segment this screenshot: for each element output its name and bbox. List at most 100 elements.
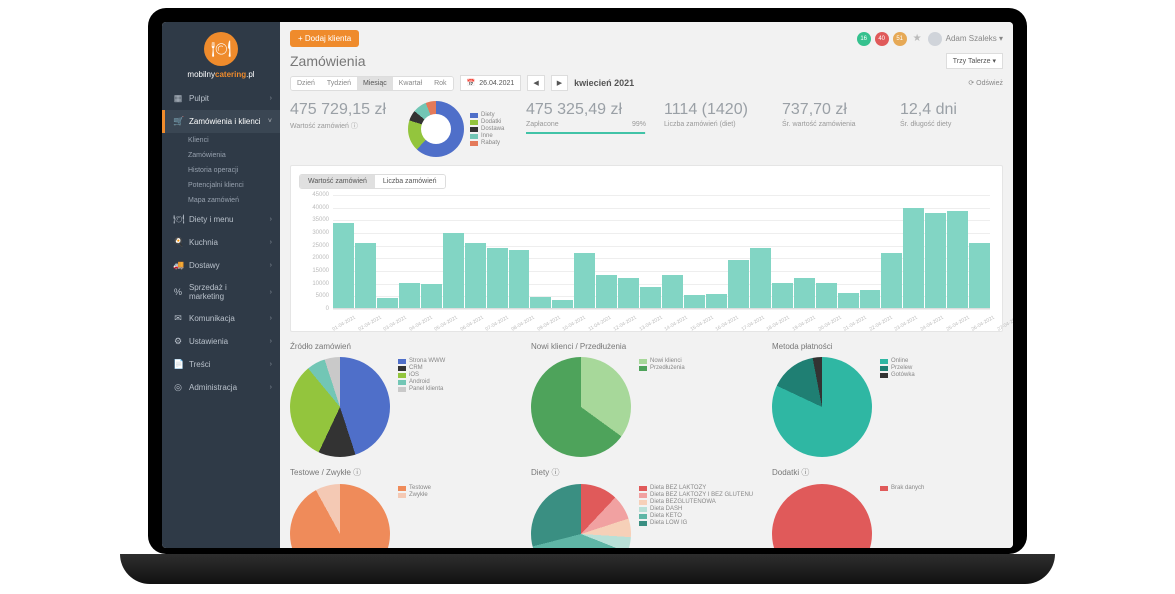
dataset-selector[interactable]: Trzy Talerze ▾ xyxy=(946,53,1003,69)
sub-item[interactable]: Klienci xyxy=(162,133,280,148)
prev-button[interactable]: ◀ xyxy=(527,75,544,91)
nav-item-tre-ci[interactable]: 📄Treści› xyxy=(162,353,280,376)
range-tab[interactable]: Dzień xyxy=(291,77,321,90)
pie-title: Metoda płatności xyxy=(772,342,1003,351)
nav-item-zam-wienia-i-klienci[interactable]: 🛒Zamówienia i klienci˅ xyxy=(162,110,280,133)
pie-legend: Nowi klienciPrzedłużenia xyxy=(639,357,685,457)
kpi-ring-legend: DietyDodatkiDostawaInneRabaty xyxy=(470,111,504,147)
kpi-value: 475 729,15 zł xyxy=(290,101,390,119)
logo-text: mobilnycatering.pl xyxy=(162,70,280,79)
range-tab[interactable]: Tydzień xyxy=(321,77,357,90)
pie-chart xyxy=(772,357,872,457)
kpi-progress xyxy=(526,132,646,134)
bar xyxy=(618,278,639,308)
chart-tab[interactable]: Wartość zamówień xyxy=(300,175,375,188)
pie-card: Dodatki ⓘBrak danych xyxy=(772,467,1003,548)
nav-list: ▦Pulpit›🛒Zamówienia i klienci˅KlienciZam… xyxy=(162,87,280,399)
nav-item-pulpit[interactable]: ▦Pulpit› xyxy=(162,87,280,110)
chart-tabs: Wartość zamówieńLiczba zamówień xyxy=(299,174,446,189)
pies-row-2: Testowe / Zwykłe ⓘTestoweZwykłeDiety ⓘDi… xyxy=(290,467,1003,548)
bezel: 🍽 mobilnycatering.pl ▦Pulpit›🛒Zamówienia… xyxy=(148,8,1027,554)
nav-icon: 📄 xyxy=(173,359,183,370)
nav-icon: 🍳 xyxy=(173,237,183,248)
pie-card: Testowe / Zwykłe ⓘ TestoweZwykłe xyxy=(290,467,521,548)
kpi: DietyDodatkiDostawaInneRabaty xyxy=(408,101,508,157)
bar xyxy=(860,290,881,308)
bar xyxy=(838,293,859,308)
sidebar: 🍽 mobilnycatering.pl ▦Pulpit›🛒Zamówienia… xyxy=(162,22,280,548)
nav-item-dostawy[interactable]: 🚚Dostawy› xyxy=(162,254,280,277)
bar xyxy=(640,287,661,308)
bar xyxy=(487,248,508,308)
nav-item-komunikacja[interactable]: ✉Komunikacja› xyxy=(162,307,280,330)
kpi-label: Śr. długość diety xyxy=(900,121,1000,128)
topbar-right: 16 40 51 ★ Adam Szaleks ▾ xyxy=(857,32,1003,46)
nav-icon: ⚙ xyxy=(173,336,183,347)
nav-item-administracja[interactable]: ◎Administracja› xyxy=(162,376,280,399)
notif-badge[interactable]: 51 xyxy=(893,32,907,46)
bar xyxy=(969,243,990,308)
bar xyxy=(684,295,705,308)
pie-card: Metoda płatności OnlinePrzelewGotówka xyxy=(772,342,1003,457)
sub-item[interactable]: Zamówienia xyxy=(162,148,280,163)
kpi: 475 325,49 złZapłacone99% xyxy=(526,101,646,157)
pie-legend: Strona WWWCRMiOSAndroidPanel klienta xyxy=(398,357,445,457)
nav-item-ustawienia[interactable]: ⚙Ustawienia› xyxy=(162,330,280,353)
laptop-frame: 🍽 mobilnycatering.pl ▦Pulpit›🛒Zamówienia… xyxy=(0,0,1175,594)
nav-item-sprzeda-i-marketing[interactable]: %Sprzedaż i marketing› xyxy=(162,277,280,307)
chevron-icon: › xyxy=(270,239,272,246)
pie-chart xyxy=(290,357,390,457)
calendar-icon: 📅 xyxy=(467,79,476,87)
date-input[interactable]: 📅26.04.2021 xyxy=(460,75,522,91)
nav-item-kuchnia[interactable]: 🍳Kuchnia› xyxy=(162,231,280,254)
pie-chart xyxy=(290,484,390,548)
sub-item[interactable]: Historia operacji xyxy=(162,163,280,178)
next-button[interactable]: ▶ xyxy=(551,75,568,91)
pie-title: Nowi klienci / Przedłużenia xyxy=(531,342,762,351)
range-tab[interactable]: Miesiąc xyxy=(357,77,393,90)
nav-icon: 🛒 xyxy=(173,116,183,127)
kpi-value: 737,70 zł xyxy=(782,101,882,119)
bar xyxy=(333,223,354,308)
chevron-icon: › xyxy=(270,384,272,391)
chevron-icon: › xyxy=(270,95,272,102)
refresh-link[interactable]: ⟳ Odśwież xyxy=(968,79,1003,87)
kpi-value: 1114 (1420) xyxy=(664,101,764,119)
chevron-icon: › xyxy=(270,289,272,296)
pie-legend: TestoweZwykłe xyxy=(398,484,431,548)
bar xyxy=(596,275,617,308)
kpi-row: 475 729,15 złWartość zamówień ⓘDietyDoda… xyxy=(290,101,1003,157)
nav-icon: % xyxy=(173,287,183,297)
page-header: Zamówienia Trzy Talerze ▾ DzieńTydzieńMi… xyxy=(290,53,1003,91)
bar xyxy=(662,275,683,308)
pie-card: Źródło zamówieńStrona WWWCRMiOSAndroidPa… xyxy=(290,342,521,457)
pie-legend: OnlinePrzelewGotówka xyxy=(880,357,915,457)
range-tab[interactable]: Kwartał xyxy=(393,77,428,90)
notif-badge[interactable]: 16 xyxy=(857,32,871,46)
user-menu[interactable]: Adam Szaleks ▾ xyxy=(928,32,1003,46)
add-client-button[interactable]: + Dodaj klienta xyxy=(290,30,359,47)
sub-item[interactable]: Potencjalni klienci xyxy=(162,178,280,193)
pie-chart xyxy=(772,484,872,548)
kpi-value: 12,4 dni xyxy=(900,101,1000,119)
nav-item-diety-i-menu[interactable]: 🍽Diety i menu› xyxy=(162,208,280,231)
pie-title: Diety ⓘ xyxy=(531,467,762,478)
notif-badge[interactable]: 40 xyxy=(875,32,889,46)
chevron-icon: ˅ xyxy=(268,118,272,125)
kpi-label: Śr. wartość zamówienia xyxy=(782,121,882,128)
sub-item[interactable]: Mapa zamówień xyxy=(162,193,280,208)
period-label: kwiecień 2021 xyxy=(574,78,634,88)
chart-tab[interactable]: Liczba zamówień xyxy=(375,175,445,188)
bar xyxy=(903,208,924,308)
range-tabs: DzieńTydzieńMiesiącKwartałRok xyxy=(290,76,454,91)
kpi: 1114 (1420)Liczba zamówień (diet) xyxy=(664,101,764,157)
pie-card: Nowi klienci / Przedłużenia Nowi klienciP… xyxy=(531,342,762,457)
bar xyxy=(728,260,749,308)
topbar: + Dodaj klienta 16 40 51 ★ Adam Szaleks ▾ xyxy=(290,30,1003,47)
range-tab[interactable]: Rok xyxy=(428,77,452,90)
bar xyxy=(881,253,902,308)
kpi-label: Zapłacone99% xyxy=(526,121,646,128)
pie-title: Testowe / Zwykłe ⓘ xyxy=(290,467,521,478)
bar xyxy=(465,243,486,308)
star-icon[interactable]: ★ xyxy=(913,33,922,44)
